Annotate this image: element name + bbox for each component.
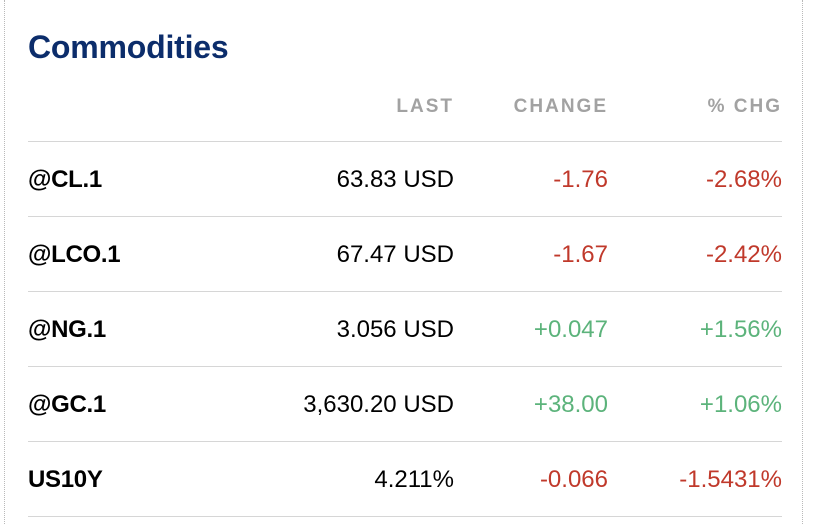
pct-change-value: +1.56%: [699, 316, 782, 343]
symbol-link[interactable]: @LCO.1: [28, 241, 121, 268]
last-price: 4.211%: [374, 466, 454, 493]
change-value: -1.67: [553, 241, 608, 268]
change-value: +0.047: [533, 316, 608, 343]
widget-title: Commodities: [28, 29, 229, 65]
table-header: LAST CHANGE % CHG: [28, 92, 782, 122]
pct-change-value: -2.42%: [705, 241, 782, 268]
symbol-link[interactable]: @GC.1: [28, 391, 106, 418]
last-price: 3.056 USD: [336, 316, 454, 343]
change-value: -1.76: [553, 166, 608, 193]
column-header-last: LAST: [396, 96, 454, 117]
symbol-link[interactable]: @NG.1: [28, 316, 106, 343]
change-value: +38.00: [533, 391, 608, 418]
table-row[interactable]: @NG.1 3.056 USD +0.047 +1.56%: [28, 291, 782, 366]
column-header-pct-change: % CHG: [707, 96, 782, 117]
change-value: -0.066: [539, 466, 608, 493]
last-price: 67.47 USD: [336, 241, 454, 268]
symbol-link[interactable]: @CL.1: [28, 166, 102, 193]
pct-change-value: -2.68%: [705, 166, 782, 193]
last-price: 3,630.20 USD: [303, 391, 454, 418]
last-price: 63.83 USD: [336, 166, 454, 193]
table-row[interactable]: @LCO.1 67.47 USD -1.67 -2.42%: [28, 216, 782, 291]
table-row[interactable]: US10Y 4.211% -0.066 -1.5431%: [28, 441, 782, 517]
table-row[interactable]: @CL.1 63.83 USD -1.76 -2.68%: [28, 141, 782, 216]
quotes-table: @CL.1 63.83 USD -1.76 -2.68% @LCO.1 67.4…: [28, 141, 782, 517]
column-header-change: CHANGE: [513, 96, 608, 117]
pct-change-value: +1.06%: [699, 391, 782, 418]
right-dotted-border: [802, 0, 803, 524]
pct-change-value: -1.5431%: [679, 466, 782, 493]
table-row[interactable]: @GC.1 3,630.20 USD +38.00 +1.06%: [28, 366, 782, 441]
left-dotted-border: [4, 0, 5, 524]
symbol-link[interactable]: US10Y: [28, 466, 103, 493]
